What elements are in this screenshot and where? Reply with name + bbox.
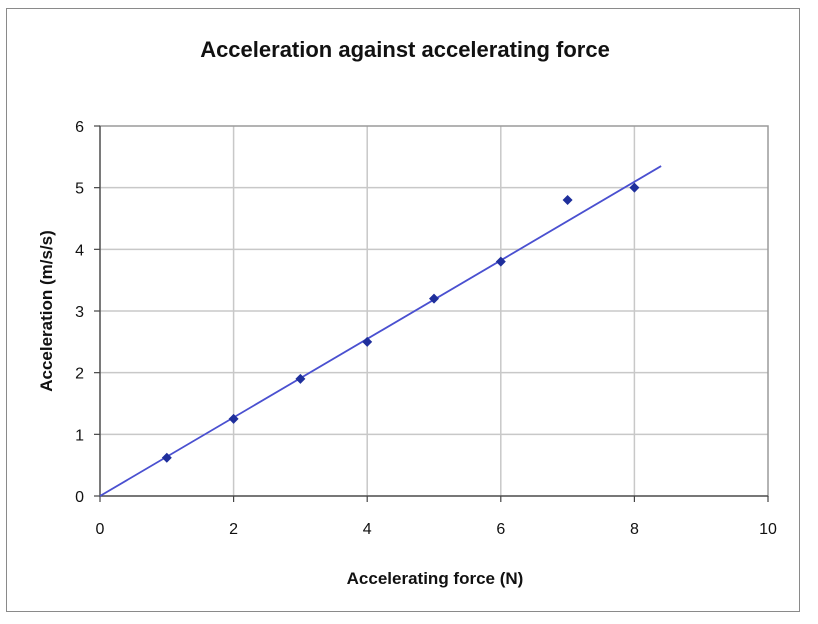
data-point <box>429 293 439 304</box>
x-tick-label: 10 <box>759 521 777 538</box>
axes <box>94 125 769 502</box>
y-tick-label: 0 <box>75 489 84 506</box>
data-point <box>228 413 239 424</box>
x-tick-label: 0 <box>96 521 105 538</box>
y-tick-label: 4 <box>75 242 84 259</box>
chart-title: Acceleration against accelerating force <box>200 37 610 62</box>
y-tick-label: 3 <box>75 304 84 321</box>
y-tick-label: 1 <box>75 427 84 444</box>
data-point <box>161 452 172 463</box>
y-axis-label: Acceleration (m/s/s) <box>37 230 56 392</box>
data-point <box>629 182 640 193</box>
gridlines <box>100 126 768 496</box>
tick-labels: 0 2 4 6 8 10 0 1 2 3 4 5 6 <box>75 119 777 538</box>
x-tick-label: 4 <box>363 521 372 538</box>
trendline-layer <box>99 165 662 497</box>
data-point <box>562 195 573 205</box>
x-tick-label: 8 <box>630 521 639 538</box>
x-tick-label: 2 <box>229 521 238 538</box>
x-axis-label: Accelerating force (N) <box>347 569 524 588</box>
data-point <box>295 373 306 384</box>
y-tick-label: 2 <box>75 366 84 383</box>
data-points <box>161 182 640 463</box>
data-point <box>495 256 506 267</box>
data-point <box>362 336 373 347</box>
chart-frame <box>6 8 800 612</box>
trendline <box>99 165 662 497</box>
y-tick-label: 6 <box>75 119 84 136</box>
x-tick-label: 6 <box>496 521 505 538</box>
y-tick-label: 5 <box>75 181 84 198</box>
